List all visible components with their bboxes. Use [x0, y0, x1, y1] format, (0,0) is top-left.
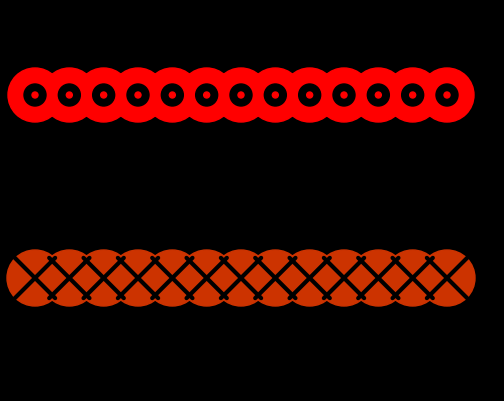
Circle shape	[42, 68, 96, 122]
Circle shape	[145, 68, 200, 122]
Circle shape	[101, 92, 107, 98]
Circle shape	[67, 92, 73, 98]
Circle shape	[420, 68, 474, 122]
Circle shape	[76, 250, 132, 306]
Circle shape	[230, 84, 252, 106]
Circle shape	[419, 250, 475, 306]
Circle shape	[127, 84, 149, 106]
Circle shape	[178, 250, 235, 306]
Circle shape	[272, 92, 278, 98]
Circle shape	[367, 84, 389, 106]
Circle shape	[375, 92, 382, 98]
Circle shape	[299, 84, 321, 106]
Circle shape	[316, 250, 372, 306]
Circle shape	[169, 92, 175, 98]
Circle shape	[351, 68, 405, 122]
Circle shape	[110, 250, 166, 306]
Circle shape	[317, 68, 371, 122]
Circle shape	[24, 84, 46, 106]
Circle shape	[386, 68, 439, 122]
Circle shape	[135, 92, 141, 98]
Circle shape	[350, 250, 406, 306]
Circle shape	[306, 92, 312, 98]
Circle shape	[32, 92, 38, 98]
Circle shape	[7, 250, 63, 306]
Circle shape	[8, 68, 62, 122]
Circle shape	[444, 92, 450, 98]
Circle shape	[214, 68, 268, 122]
Circle shape	[247, 250, 303, 306]
Circle shape	[333, 84, 355, 106]
Circle shape	[161, 84, 183, 106]
Circle shape	[144, 250, 200, 306]
Circle shape	[179, 68, 234, 122]
Circle shape	[410, 92, 416, 98]
Circle shape	[402, 84, 424, 106]
Circle shape	[93, 84, 115, 106]
Circle shape	[283, 68, 337, 122]
Circle shape	[238, 92, 244, 98]
Circle shape	[341, 92, 347, 98]
Circle shape	[264, 84, 286, 106]
Circle shape	[436, 84, 458, 106]
Circle shape	[282, 250, 338, 306]
Circle shape	[77, 68, 131, 122]
Circle shape	[248, 68, 302, 122]
Circle shape	[58, 84, 80, 106]
Circle shape	[213, 250, 269, 306]
Circle shape	[196, 84, 218, 106]
Circle shape	[385, 250, 440, 306]
Circle shape	[41, 250, 97, 306]
Circle shape	[204, 92, 210, 98]
Circle shape	[111, 68, 165, 122]
